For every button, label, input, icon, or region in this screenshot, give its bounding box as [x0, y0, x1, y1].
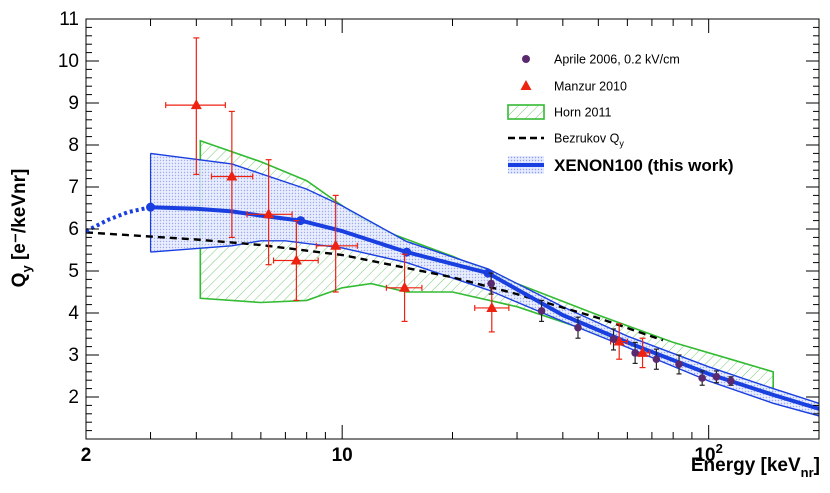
x-axis-title-main: Energy [keV — [691, 455, 801, 476]
manzur-marker-4 — [330, 239, 342, 250]
x-tick-label-sup-2: 2 — [716, 441, 723, 456]
manzur-marker-0 — [190, 99, 202, 110]
aprile-marker-7 — [698, 374, 706, 382]
manzur-marker-8 — [637, 346, 649, 357]
aprile-point-9 — [727, 376, 735, 386]
xenon-marker-2 — [402, 247, 412, 257]
legend-label-main-1: Manzur 2010 — [554, 80, 627, 94]
aprile-marker-9 — [727, 377, 735, 385]
manzur-point-5 — [385, 253, 423, 322]
legend-label-4: XENON100 (this work) — [554, 156, 734, 175]
y-tick-label-6: 6 — [68, 219, 79, 240]
aprile-marker-1 — [537, 307, 546, 315]
legend-marker-horn — [507, 104, 545, 120]
aprile-point-2 — [574, 316, 582, 339]
legend-entry-0: Aprile 2006, 0.2 kV/cm — [522, 53, 680, 67]
legend-label-3: Bezrukov Qy — [554, 132, 624, 149]
x-axis-title: Energy [keVnr] — [691, 455, 820, 480]
y-tick-label-8: 8 — [68, 135, 79, 156]
x-tick-label-1: 10 — [332, 445, 353, 466]
y-tick-label-4: 4 — [68, 303, 79, 324]
x-tick-label-base-1: 10 — [332, 445, 353, 466]
manzur-point-0 — [165, 37, 226, 175]
manzur-marker-5 — [399, 281, 411, 292]
aprile-marker-8 — [712, 373, 721, 381]
manzur-point-2 — [246, 159, 293, 266]
legend-label-main-3: Bezrukov Q — [554, 132, 620, 146]
legend-label-main-2: Horn 2011 — [554, 106, 611, 120]
aprile-marker-0 — [487, 279, 495, 288]
aprile-point-7 — [698, 370, 706, 386]
xenon-marker-3 — [483, 268, 493, 278]
y-axis-title-main: Q — [9, 273, 30, 288]
legend-entry-2: Horn 2011 — [507, 104, 611, 120]
x-tick-label-base-0: 2 — [81, 445, 92, 466]
manzur-marker-2 — [263, 208, 275, 219]
aprile-point-3 — [609, 328, 618, 351]
legend-entry-4: XENON100 (this work) — [508, 156, 734, 175]
y-tick-label-2: 2 — [68, 387, 79, 408]
aprile-point-0 — [487, 272, 495, 295]
x-tick-label-0: 2 — [81, 445, 92, 466]
y-tick-label-10: 10 — [58, 51, 79, 72]
aprile-marker-5 — [652, 355, 661, 364]
x-tick-label-2: 102 — [694, 441, 722, 466]
y-tick-label-5: 5 — [68, 261, 79, 282]
xenon-marker-0 — [146, 202, 156, 212]
aprile-point-5 — [652, 348, 661, 370]
aprile-marker-4 — [631, 349, 639, 357]
legend-label-2: Horn 2011 — [554, 106, 611, 120]
xenon-marker-1 — [296, 216, 306, 226]
aprile-marker-2 — [574, 323, 582, 332]
bezrukov-line — [86, 231, 664, 342]
y-axis-title: Qy [e⁻/keVnr] — [9, 169, 34, 288]
y-tick-label-11: 11 — [59, 9, 79, 30]
legend-marker-manzur — [520, 80, 532, 90]
aprile-point-6 — [675, 354, 683, 375]
aprile-marker-3 — [609, 335, 618, 343]
manzur-marker-6 — [486, 301, 498, 312]
legend: Aprile 2006, 0.2 kV/cm Manzur 2010 Horn 20… — [507, 53, 734, 175]
y-axis-title-unit: [e⁻/keVnr] — [9, 169, 30, 266]
horn-band-fill — [200, 140, 774, 393]
manzur-marker-7 — [613, 335, 625, 346]
aprile-point-8 — [712, 370, 721, 384]
plot-area — [86, 37, 819, 417]
y-tick-label-9: 9 — [68, 93, 79, 114]
x-axis-title-end: ] — [814, 455, 820, 476]
legend-marker-aprile — [522, 55, 530, 63]
legend-label-1: Manzur 2010 — [554, 80, 627, 94]
aprile-marker-6 — [675, 360, 683, 369]
y-tick-label-3: 3 — [68, 345, 79, 366]
legend-label-main-4: XENON100 (this work) — [554, 156, 734, 175]
manzur-point-3 — [273, 220, 319, 301]
manzur-point-6 — [474, 283, 510, 333]
legend-entry-3: Bezrukov Qy — [508, 132, 624, 149]
xenon-extrapolation-line — [86, 205, 151, 233]
legend-label-sub-3: y — [619, 139, 624, 149]
manzur-marker-3 — [290, 254, 302, 265]
y-axis-title-sub: y — [19, 265, 34, 273]
manzur-point-1 — [210, 110, 254, 238]
legend-label-0: Aprile 2006, 0.2 kV/cm — [554, 53, 680, 67]
manzur-marker-1 — [226, 170, 238, 181]
x-axis-title-sub: nr — [801, 465, 814, 480]
aprile-point-1 — [537, 299, 546, 322]
x-tick-label-base-2: 10 — [694, 445, 715, 466]
y-tick-label-7: 7 — [68, 177, 79, 198]
legend-label-main-0: Aprile 2006, 0.2 kV/cm — [554, 53, 680, 67]
aprile-point-4 — [631, 341, 639, 364]
legend-entry-1: Manzur 2010 — [520, 80, 627, 94]
manzur-point-4 — [315, 194, 358, 293]
